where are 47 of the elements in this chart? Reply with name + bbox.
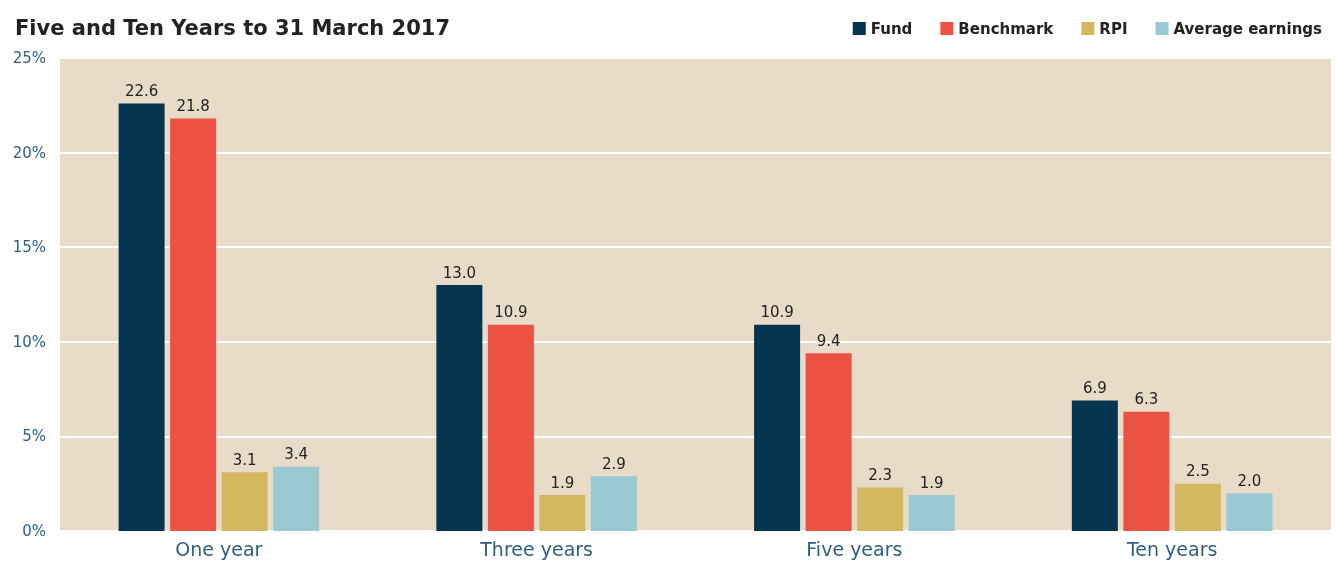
y-tick-label: 25% <box>12 49 46 67</box>
bar <box>805 353 852 531</box>
y-tick-label: 10% <box>12 332 46 351</box>
data-label: 22.6 <box>124 81 159 100</box>
legend-label: Average earnings <box>1173 19 1323 38</box>
data-label: 6.9 <box>1082 378 1107 397</box>
data-label: 21.8 <box>176 97 210 116</box>
bar <box>908 495 955 531</box>
data-label: 2.0 <box>1237 471 1262 490</box>
legend-label: RPI <box>1099 19 1128 38</box>
bar <box>1123 411 1170 531</box>
data-label: 10.9 <box>760 303 794 322</box>
x-tick-label: Ten years <box>1125 537 1218 560</box>
data-label: 6.3 <box>1134 390 1159 409</box>
data-label: 2.5 <box>1185 462 1210 481</box>
bar <box>590 476 637 531</box>
bar <box>436 285 483 531</box>
x-tick-label: Five years <box>806 537 903 560</box>
x-tick-label: Three years <box>479 537 593 560</box>
legend-label: Benchmark <box>958 19 1055 38</box>
data-label: 3.1 <box>232 450 257 469</box>
data-label: 9.4 <box>816 331 841 350</box>
bar <box>857 487 904 531</box>
bar <box>170 118 217 531</box>
chart-title: Five and Ten Years to 31 March 2017 <box>15 15 451 40</box>
y-tick-label: 5% <box>22 427 46 446</box>
legend-label: Fund <box>870 19 913 38</box>
data-label: 1.9 <box>919 473 944 492</box>
bar <box>221 472 268 531</box>
bar <box>273 466 320 531</box>
bar <box>1226 493 1273 531</box>
data-label: 1.9 <box>550 473 575 492</box>
y-tick-label: 0% <box>22 522 46 540</box>
bar <box>487 324 534 531</box>
bar <box>1174 483 1221 531</box>
bar <box>539 495 586 531</box>
data-label: 13.0 <box>442 263 477 282</box>
data-label: 3.4 <box>284 445 309 464</box>
data-label: 2.9 <box>601 454 626 473</box>
data-label: 10.9 <box>494 303 528 322</box>
x-tick-label: One year <box>175 537 263 560</box>
bar <box>118 103 165 531</box>
y-tick-label: 15% <box>12 238 46 257</box>
bar <box>754 324 801 531</box>
data-label: 2.3 <box>868 465 893 484</box>
bar <box>1071 400 1118 531</box>
y-tick-label: 20% <box>12 143 46 162</box>
